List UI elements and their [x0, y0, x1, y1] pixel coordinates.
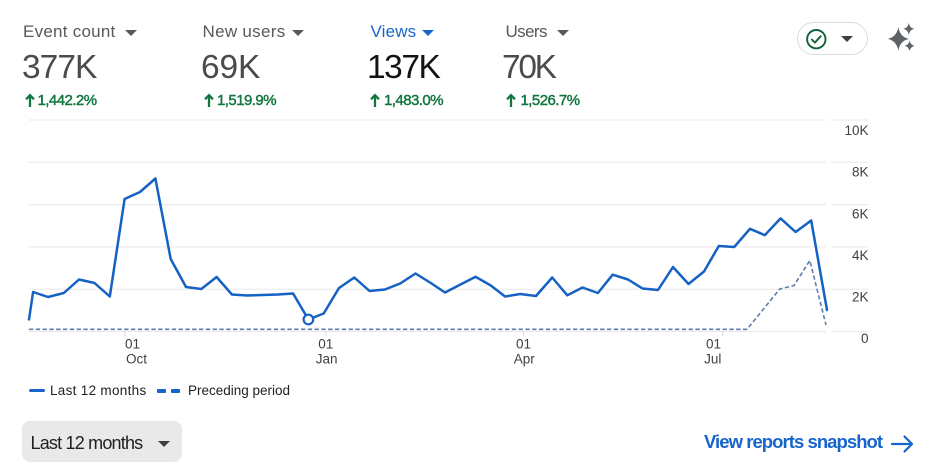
svg-text:2K: 2K	[852, 290, 869, 305]
svg-text:Apr: Apr	[514, 351, 536, 366]
svg-text:0: 0	[861, 331, 869, 346]
svg-text:01: 01	[706, 336, 721, 351]
svg-text:Oct: Oct	[126, 351, 147, 366]
svg-text:6K: 6K	[852, 207, 869, 222]
svg-text:4K: 4K	[852, 248, 869, 263]
svg-text:10K: 10K	[844, 123, 868, 138]
svg-text:8K: 8K	[852, 165, 869, 180]
svg-text:01: 01	[125, 336, 140, 351]
svg-text:01: 01	[318, 336, 333, 351]
svg-text:01: 01	[516, 336, 531, 351]
svg-text:Jan: Jan	[316, 351, 338, 366]
svg-text:Jul: Jul	[704, 351, 721, 366]
